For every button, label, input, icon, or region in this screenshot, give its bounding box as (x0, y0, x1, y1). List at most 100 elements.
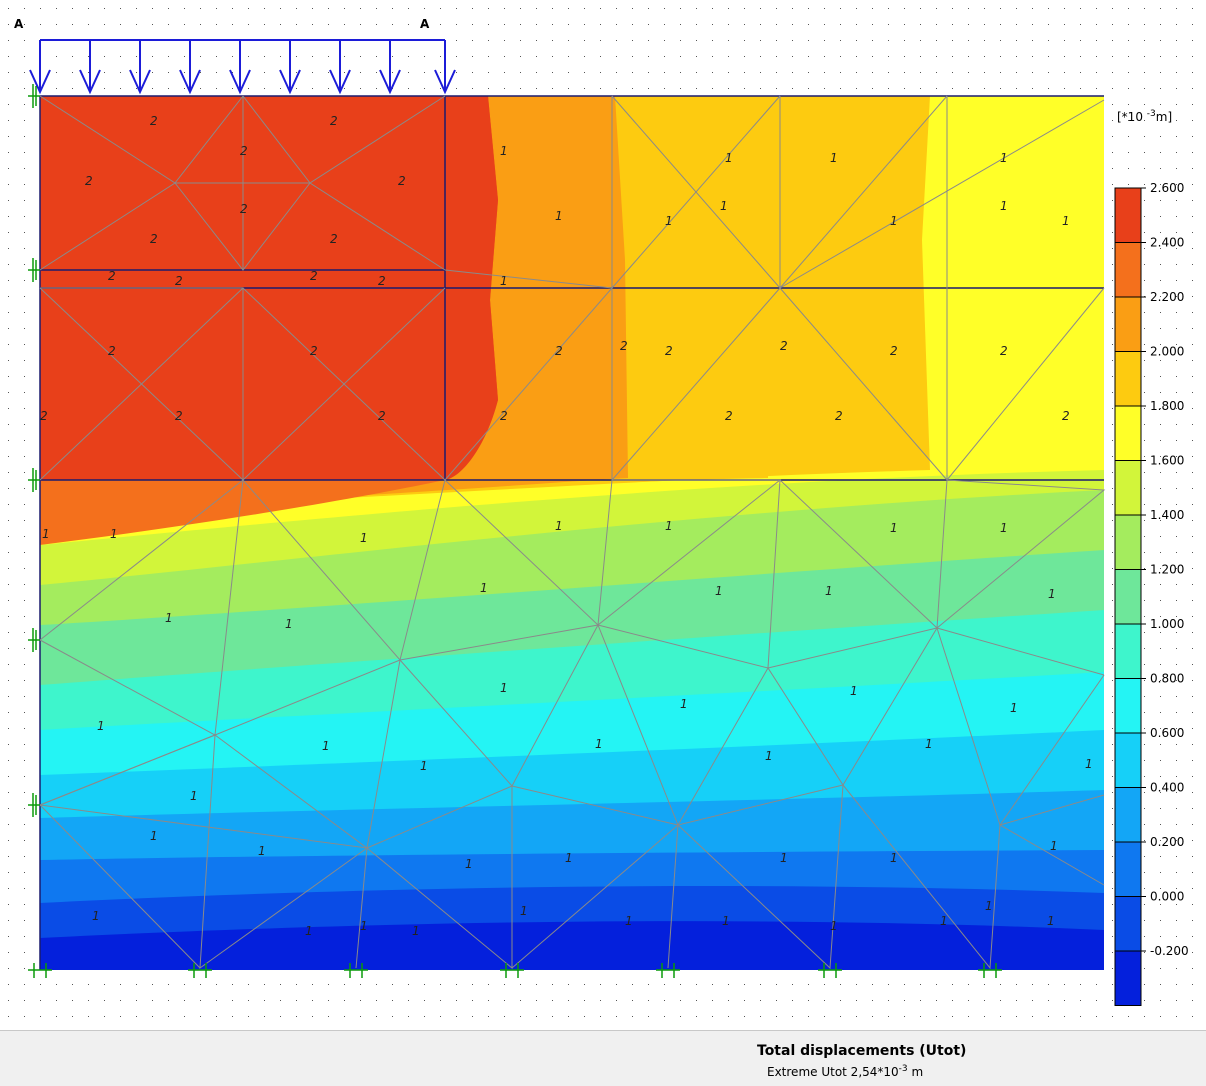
base-fixity-0 (28, 963, 52, 978)
element-label: 2 (725, 409, 733, 423)
extreme-unit: m (911, 1065, 924, 1079)
element-label: 1 (165, 611, 173, 625)
element-label: 1 (1047, 914, 1055, 928)
element-label: 1 (500, 144, 508, 158)
load-arrow-1 (79, 40, 101, 95)
legend-level-13: 0.000 (1150, 890, 1184, 904)
element-label: 2 (1000, 344, 1008, 358)
legend-swatch-8 (1114, 623, 1142, 679)
legend-level-9: 0.800 (1150, 672, 1184, 686)
element-label: 2 (330, 232, 338, 246)
marker-left: A (14, 17, 24, 31)
element-label: 1 (1000, 151, 1008, 165)
element-label: 1 (480, 581, 488, 595)
legend-swatch-5 (1114, 460, 1142, 516)
element-label: 1 (1062, 214, 1070, 228)
base-fixity-6 (978, 963, 1002, 978)
element-label: 1 (1050, 839, 1058, 853)
legend-swatch-9 (1114, 678, 1142, 734)
element-label: 1 (500, 681, 508, 695)
contour-bands (40, 96, 1104, 970)
element-label: 1 (565, 851, 573, 865)
side-fixity-3 (28, 628, 40, 652)
element-label: 1 (665, 214, 673, 228)
legend-swatch-6 (1114, 514, 1142, 570)
element-label: 2 (620, 339, 628, 353)
element-label: 1 (985, 899, 993, 913)
element-label: 1 (850, 684, 858, 698)
load-arrow-0 (29, 40, 51, 95)
element-label: 1 (360, 919, 368, 933)
distributed-load (29, 39, 456, 95)
element-label: 2 (150, 114, 158, 128)
legend-swatch-4 (1114, 405, 1142, 461)
element-label: 1 (765, 749, 773, 763)
element-label: 1 (940, 914, 948, 928)
element-label: 1 (322, 739, 330, 753)
element-label: 2 (330, 114, 338, 128)
side-fixity-2 (28, 468, 40, 492)
legend-swatch-11 (1114, 787, 1142, 843)
legend-swatch-3 (1114, 351, 1142, 407)
element-label: 1 (825, 584, 833, 598)
legend-unit: [*10 -3m] (1117, 109, 1172, 124)
element-label: 2 (150, 232, 158, 246)
legend-level-10: 0.600 (1150, 726, 1184, 740)
legend-level-8: 1.000 (1150, 617, 1184, 631)
element-label: 1 (42, 527, 50, 541)
element-label: 1 (830, 151, 838, 165)
load-arrow-8 (434, 40, 456, 95)
element-label: 1 (625, 914, 633, 928)
element-label: 1 (890, 214, 898, 228)
element-label: 1 (1010, 701, 1018, 715)
legend-level-6: 1.400 (1150, 508, 1184, 522)
element-label: 2 (175, 274, 183, 288)
element-label: 1 (360, 531, 368, 545)
legend-swatch-2 (1114, 296, 1142, 352)
legend-level-7: 1.200 (1150, 563, 1184, 577)
side-fixity-4 (28, 793, 40, 817)
element-label: 2 (665, 344, 673, 358)
legend-swatch-10 (1114, 732, 1142, 788)
element-label: 1 (1000, 521, 1008, 535)
side-fixity-1 (28, 258, 40, 282)
legend-level-4: 1.800 (1150, 399, 1184, 413)
extreme-value-caption: Extreme Utot 2,54*10-3 m (767, 1064, 923, 1079)
element-label: 2 (310, 269, 318, 283)
color-legend: 2.600 2.400 2.200 2.000 1.800 1.600 1.400 1.200… (1114, 181, 1189, 1006)
element-label: 1 (1000, 199, 1008, 213)
element-label: 1 (680, 697, 688, 711)
element-label: 1 (92, 909, 100, 923)
element-label: 2 (890, 344, 898, 358)
legend-swatch-7 (1114, 569, 1142, 625)
element-label: 1 (465, 857, 473, 871)
legend-swatch-13 (1114, 896, 1142, 952)
element-label: 1 (720, 199, 728, 213)
element-labels: 2 2 2 2 2 2 2 2 1 1 1 1 1 1 1 1 1 1 2 2 2 2 1 2 2 2 2 2 2 2 2 2 2 2 2 2 2 2 1 1… (40, 114, 1093, 938)
element-label: 1 (97, 719, 105, 733)
element-label: 2 (398, 174, 406, 188)
load-arrow-6 (329, 40, 351, 95)
element-label: 1 (190, 789, 198, 803)
element-label: 1 (305, 924, 313, 938)
element-label: 1 (110, 527, 118, 541)
base-fixity-3 (500, 963, 524, 978)
load-arrow-7 (379, 40, 401, 95)
side-fixity-0 (28, 84, 40, 108)
element-label: 1 (722, 914, 730, 928)
legend-swatch-0 (1114, 187, 1142, 243)
element-label: 1 (725, 151, 733, 165)
legend-level-12: 0.200 (1150, 835, 1184, 849)
element-label: 2 (85, 174, 93, 188)
model-viewport[interactable]: 2 2 2 2 2 2 2 2 1 1 1 1 1 1 1 1 1 1 2 2 2 2 1 2 2 2 2 2 2 2 2 2 2 2 2 2 2 2 1 1… (0, 0, 1206, 1031)
extreme-exponent: -3 (898, 1064, 908, 1074)
element-label: 2 (378, 409, 386, 423)
element-label: 1 (520, 904, 528, 918)
element-label: 1 (555, 519, 563, 533)
displacement-plot: 2 2 2 2 2 2 2 2 1 1 1 1 1 1 1 1 1 1 2 2 2 2 1 2 2 2 2 2 2 2 2 2 2 2 2 2 2 2 1 1… (0, 0, 1206, 1030)
element-label: 1 (925, 737, 933, 751)
element-label: 1 (555, 209, 563, 223)
plot-title: Total displacements (Utot) (757, 1043, 967, 1059)
base-fixity-5 (818, 963, 842, 978)
element-label: 1 (890, 521, 898, 535)
